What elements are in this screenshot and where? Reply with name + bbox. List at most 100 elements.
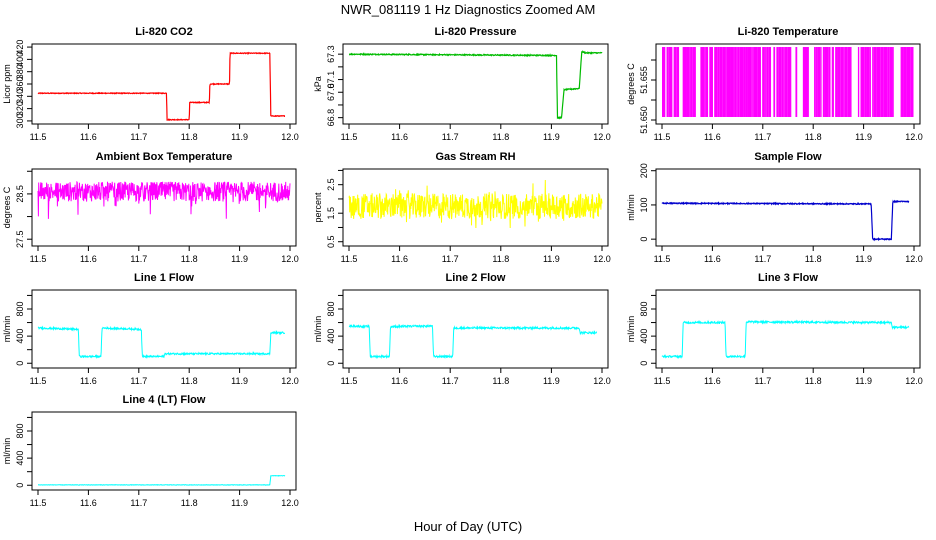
x-tick-label: 12.0	[281, 376, 299, 386]
x-tick-label: 11.6	[80, 498, 97, 508]
series-mark	[847, 47, 852, 117]
x-tick-label: 12.0	[905, 132, 923, 142]
x-tick-label: 12.0	[281, 498, 299, 508]
x-tick-label: 12.0	[593, 254, 611, 264]
panel-8: Line 2 Flow ml/min 11.5 11.6 11.7 11.8 11.9 12.…	[313, 272, 611, 386]
y-tick-label: 1.5	[326, 207, 336, 220]
y-axis-label: ml/min	[626, 316, 636, 343]
x-tick-label: 11.8	[181, 254, 198, 264]
x-tick-label: 12.0	[593, 376, 611, 386]
panel-10: Line 4 (LT) Flow ml/min 11.5 11.6 11.7 11.8 11…	[2, 394, 299, 508]
x-tick-label: 12.0	[905, 376, 923, 386]
series-mark	[824, 47, 829, 117]
y-axis-label: percent	[313, 192, 323, 223]
x-tick-label: 11.6	[80, 132, 97, 142]
y-tick-label: 400	[15, 52, 25, 67]
y-tick-label: 67.3	[326, 45, 336, 63]
y-tick-label: 360	[15, 76, 25, 91]
series-mark	[843, 47, 845, 117]
y-tick-label: 67.0	[326, 83, 336, 101]
series-mark	[876, 47, 881, 117]
panel-title: Gas Stream RH	[435, 151, 515, 163]
panel-title: Ambient Box Temperature	[96, 151, 233, 163]
series-mark	[726, 47, 731, 117]
series-line	[661, 199, 910, 242]
series-mark	[739, 47, 744, 117]
x-tick-label: 11.6	[391, 376, 408, 386]
x-tick-label: 11.7	[442, 376, 459, 386]
y-tick-label: 66.8	[326, 109, 336, 127]
series-mark	[815, 47, 817, 117]
y-axis-label: degrees C	[2, 186, 12, 228]
x-tick-label: 11.5	[654, 132, 671, 142]
x-tick-label: 11.7	[130, 132, 147, 142]
y-tick-label: 0	[15, 483, 25, 488]
x-tick-label: 11.6	[391, 132, 408, 142]
x-tick-label: 12.0	[281, 132, 299, 142]
series-mark	[686, 47, 690, 117]
y-tick-label: 0	[326, 361, 336, 366]
panel-title: Li-820 CO2	[135, 26, 192, 38]
series-mark	[892, 47, 894, 117]
series-mark	[835, 47, 838, 117]
panel-title: Li-820 Temperature	[738, 26, 839, 38]
plot-frame	[342, 289, 609, 369]
series-mark	[817, 47, 821, 117]
x-tick-label: 11.5	[30, 254, 47, 264]
series-mark	[785, 47, 788, 117]
x-tick-label: 11.5	[30, 132, 47, 142]
series-mark	[776, 47, 779, 117]
series-mark	[864, 47, 867, 117]
series-mark	[751, 47, 753, 117]
series-mark	[764, 47, 766, 117]
series-mark	[822, 47, 825, 117]
x-tick-label: 11.7	[754, 132, 771, 142]
series-mark	[837, 47, 841, 117]
series-mark	[808, 47, 810, 117]
y-tick-label: 800	[326, 301, 336, 316]
panel-1: Li-820 CO2 Licor ppm 11.5 11.6 11.7 11.8 11.9 1…	[2, 26, 299, 142]
series-mark	[804, 47, 809, 117]
plot-frame	[31, 168, 297, 247]
series-mark	[787, 47, 792, 117]
series-mark	[722, 47, 726, 117]
series-mark	[781, 47, 784, 117]
y-tick-label: 0	[15, 361, 25, 366]
x-tick-label: 11.5	[341, 376, 358, 386]
x-tick-label: 11.6	[704, 254, 721, 264]
panel-title: Li-820 Pressure	[435, 26, 517, 38]
x-tick-label: 11.8	[181, 132, 198, 142]
x-tick-label: 11.9	[231, 498, 248, 508]
series-mark	[733, 47, 735, 117]
series-line	[661, 319, 910, 360]
series-mark	[778, 47, 782, 117]
y-tick-label: 300	[15, 113, 25, 128]
plot-frame	[655, 168, 921, 247]
series-mark	[676, 47, 680, 117]
series-mark	[844, 47, 848, 117]
panel-3: Li-820 Temperature degrees C 11.5 11.6 11.7 1…	[626, 26, 923, 142]
x-tick-label: 12.0	[281, 254, 299, 264]
x-tick-label: 11.8	[805, 132, 822, 142]
series-mark	[901, 47, 904, 117]
series-mark	[725, 47, 727, 117]
panel-title: Line 1 Flow	[134, 272, 194, 284]
series-mark	[784, 47, 786, 117]
series-mark	[860, 47, 865, 117]
series-mark	[795, 47, 798, 117]
series-line	[348, 50, 603, 120]
series-mark	[709, 47, 713, 117]
x-tick-label: 11.9	[543, 132, 560, 142]
x-tick-label: 11.6	[391, 254, 408, 264]
x-tick-label: 11.9	[543, 376, 560, 386]
y-tick-label: 27.5	[15, 230, 25, 248]
plot-frame	[31, 43, 297, 125]
y-tick-label: 200	[639, 163, 649, 178]
y-tick-label: 0	[639, 237, 649, 242]
x-tick-label: 11.7	[754, 376, 771, 386]
x-tick-label: 11.8	[492, 132, 509, 142]
series-mark	[714, 47, 718, 117]
plot-frame	[342, 43, 609, 125]
y-tick-label: 0.5	[326, 235, 336, 248]
series-mark	[719, 47, 723, 117]
